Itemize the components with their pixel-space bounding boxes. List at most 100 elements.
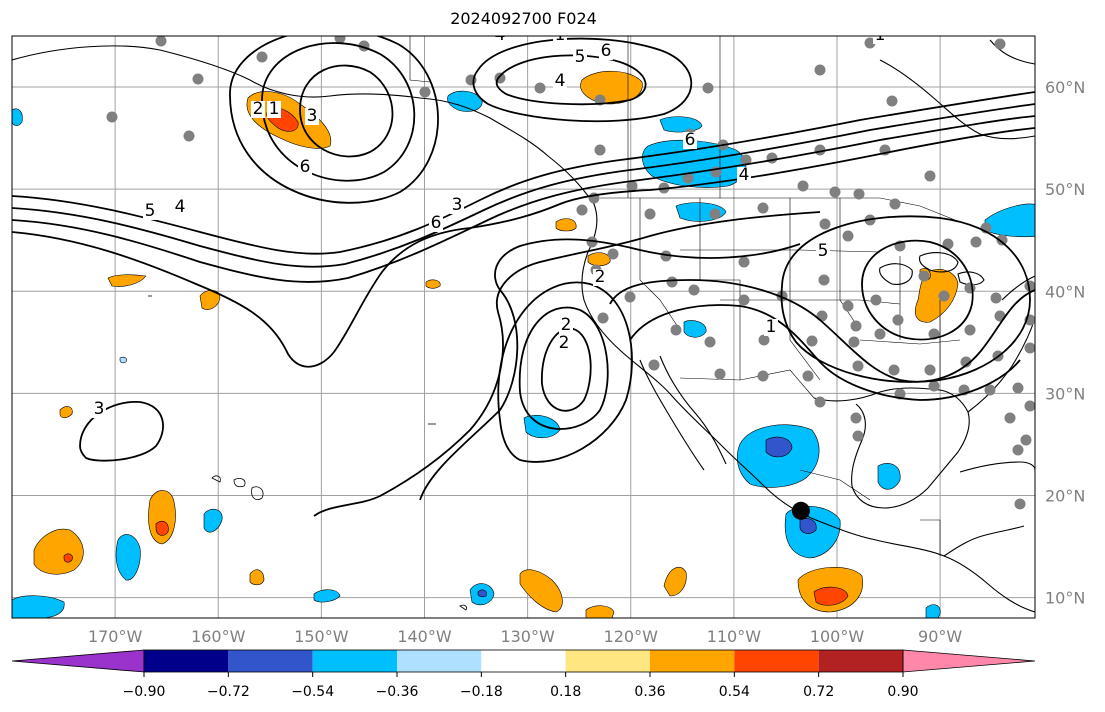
station-dot: [1004, 412, 1016, 424]
negative-anomaly-core: [799, 518, 817, 534]
station-dot: [660, 250, 672, 262]
station-dot: [942, 238, 954, 250]
colorbar-segment: [397, 650, 482, 672]
station-dot: [819, 218, 831, 230]
positive-anomaly-shade: [33, 528, 84, 575]
contour-label-bg: [764, 319, 778, 336]
contour-label-bg: [429, 215, 443, 232]
latitude-tick-label: 40°N: [1045, 282, 1085, 301]
colorbar-extend-high: [902, 649, 1036, 673]
negative-anomaly-shade: [659, 116, 703, 133]
contour-label-bg: [737, 167, 751, 184]
negative-anomaly-shade: [877, 463, 901, 490]
contour-label: 4: [495, 25, 506, 45]
station-dot: [870, 294, 882, 306]
contour-label: 6: [601, 41, 612, 61]
colorbar-segment: [818, 650, 903, 672]
negative-anomaly-shade: [115, 534, 141, 581]
station-dot: [889, 198, 901, 210]
station-dot: [586, 236, 598, 248]
colorbar-segment: [312, 650, 397, 672]
station-dot: [1012, 382, 1024, 394]
contour-label-bg: [599, 43, 613, 60]
positive-anomaly-shade: [425, 279, 441, 289]
station-dot: [183, 130, 195, 142]
colorbar-segment: [734, 650, 819, 672]
negative-anomaly-shade: [12, 108, 23, 126]
station-dot: [682, 172, 694, 184]
contour-label-bg: [553, 36, 567, 44]
colorbar-segment: [650, 650, 735, 672]
station-dot: [666, 276, 678, 288]
negative-anomaly-shade: [447, 90, 483, 112]
station-dot: [334, 36, 346, 44]
station-dot: [892, 314, 904, 326]
station-dot: [814, 396, 826, 408]
contour-label-bg: [559, 317, 573, 334]
positive-anomaly-shade: [148, 490, 176, 545]
station-dot: [670, 324, 682, 336]
longitude-labels: 170°W 160°W 150°W 140°W 130°W 120°W 110°W 100°W…: [88, 627, 962, 646]
longitude-tick-label: 170°W: [88, 627, 143, 646]
station-dot: [1012, 444, 1024, 456]
colorbar-segment: [481, 650, 566, 672]
contour-label: 3: [452, 195, 463, 215]
colorbar-tick-label: 0.90: [887, 684, 918, 700]
station-dot: [106, 111, 118, 123]
station-dot: [1024, 400, 1035, 412]
contour-label-bg: [553, 73, 567, 90]
colorbar-segment: [144, 650, 229, 672]
contour-label: 3: [307, 106, 318, 126]
height-contours: [12, 36, 1035, 517]
longitude-tick-label: 140°W: [397, 627, 452, 646]
longitude-tick-label: 90°W: [918, 627, 962, 646]
station-dot: [702, 82, 714, 94]
negative-anomaly-shade: [313, 589, 341, 603]
contour-label: 4: [555, 71, 566, 91]
station-dot: [644, 208, 656, 220]
station-dot: [852, 430, 864, 442]
contour-label-bg: [143, 203, 157, 220]
colorbar-outline: [143, 649, 904, 673]
negative-anomaly-shade: [203, 508, 223, 533]
longitude-tick-label: 110°W: [707, 627, 762, 646]
station-dot: [970, 236, 982, 248]
station-dot: [738, 256, 750, 268]
colorbar-tick-label: −0.54: [291, 684, 334, 700]
longitude-tick-label: 160°W: [191, 627, 246, 646]
colorbar: −0.90 −0.72 −0.54 −0.36 −0.18 0.18 0.36 0.54 0.7…: [11, 649, 1036, 700]
contour-label-bg: [92, 401, 106, 418]
station-dot: [419, 86, 431, 98]
station-dot: [829, 186, 841, 198]
station-dot: [886, 95, 898, 107]
longitude-tick-label: 150°W: [294, 627, 349, 646]
negative-anomaly-shade: [12, 595, 65, 618]
contour-label: 2: [561, 315, 572, 335]
colorbar-tick-label: 0.18: [550, 684, 581, 700]
station-dot: [648, 359, 660, 371]
contour-label-bg: [873, 36, 887, 44]
station-dot: [996, 234, 1008, 246]
map-area: [12, 36, 1035, 618]
contour-label-bg: [816, 243, 830, 260]
station-dot: [738, 294, 750, 306]
contour-label-bg: [450, 197, 464, 214]
contour-label: 1: [875, 25, 886, 45]
station-dot: [709, 208, 721, 220]
station-dot: [816, 310, 828, 322]
contour-label: 1: [766, 317, 777, 337]
contour-label-bg: [593, 269, 607, 286]
station-dot: [740, 154, 752, 166]
station-dot: [874, 328, 886, 340]
station-dot: [888, 364, 900, 376]
station-dot: [814, 64, 826, 76]
longitude-tick-label: 130°W: [500, 627, 555, 646]
contour-label-bg: [267, 101, 281, 118]
station-dot: [1014, 498, 1026, 510]
station-dot: [852, 360, 864, 372]
latitude-tick-label: 10°N: [1045, 589, 1085, 608]
contour-label-bg: [298, 159, 312, 176]
negative-anomaly-core: [765, 436, 793, 458]
negative-anomaly-shade: [683, 320, 707, 338]
